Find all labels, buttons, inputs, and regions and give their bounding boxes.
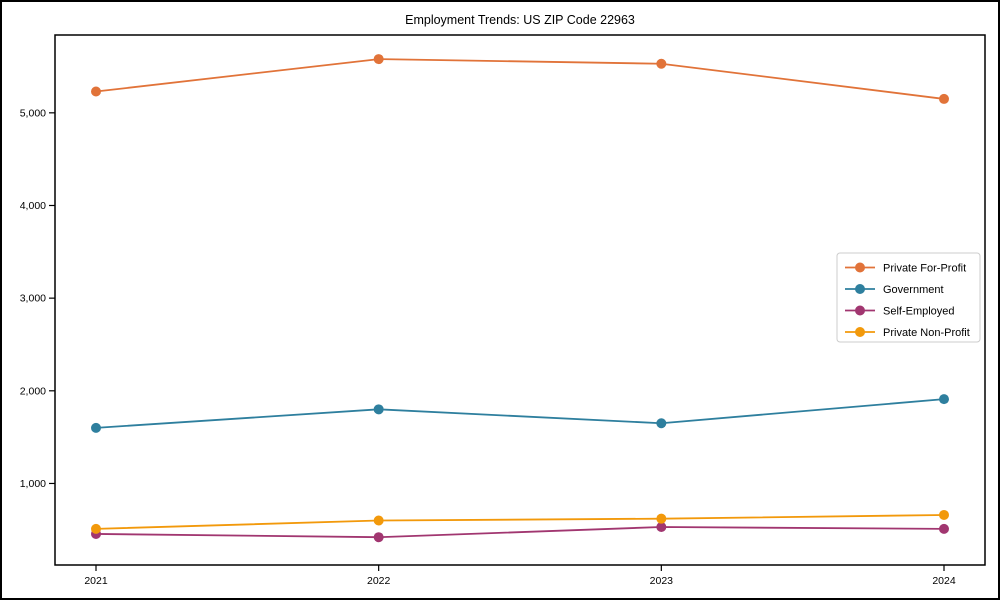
data-point-private-non-profit xyxy=(656,513,667,524)
series-line-self-employed xyxy=(95,526,945,539)
x-axis-tick-label: 2021 xyxy=(84,575,108,587)
legend-label-private-non-profit: Private Non-Profit xyxy=(883,327,970,339)
data-point-self-employed xyxy=(939,523,949,534)
x-axis-tick-label: 2022 xyxy=(367,575,391,587)
chart-title: Employment Trends: US ZIP Code 22963 xyxy=(405,13,635,27)
y-axis-tick-label: 4,000 xyxy=(20,200,46,212)
data-point-private-for-profit xyxy=(656,58,667,69)
data-point-private-for-profit xyxy=(91,86,101,97)
y-axis-tick-label: 3,000 xyxy=(20,293,46,305)
legend-label-private-for-profit: Private For-Profit xyxy=(883,263,966,275)
data-point-government xyxy=(656,418,667,429)
data-point-private-non-profit xyxy=(91,523,101,534)
data-point-private-non-profit xyxy=(373,515,384,526)
legend-marker xyxy=(855,262,865,273)
data-point-government xyxy=(373,404,384,415)
legend xyxy=(836,252,981,343)
y-axis-tick-label: 1,000 xyxy=(20,478,46,490)
series-line-private-for-profit xyxy=(95,58,945,100)
data-point-self-employed xyxy=(656,522,667,533)
legend-marker xyxy=(855,327,865,337)
data-point-private-for-profit xyxy=(939,93,949,104)
x-axis-tick-label: 2023 xyxy=(650,575,674,587)
x-axis-tick-label: 2024 xyxy=(932,575,956,587)
data-point-private-for-profit xyxy=(373,54,384,65)
data-point-self-employed xyxy=(373,532,384,543)
y-axis-tick-label: 2,000 xyxy=(20,385,46,397)
legend-marker xyxy=(855,284,865,294)
legend-label-government: Government xyxy=(883,284,944,296)
series-line-government xyxy=(95,398,945,429)
data-point-private-non-profit xyxy=(939,509,949,520)
plot-border xyxy=(54,34,986,566)
series-line-private-non-profit xyxy=(95,514,945,530)
data-point-government xyxy=(91,422,101,433)
legend-label-self-employed: Self-Employed xyxy=(883,306,955,318)
legend-marker xyxy=(855,305,865,316)
y-axis-tick-label: 5,000 xyxy=(20,107,46,119)
data-point-government xyxy=(939,394,949,405)
